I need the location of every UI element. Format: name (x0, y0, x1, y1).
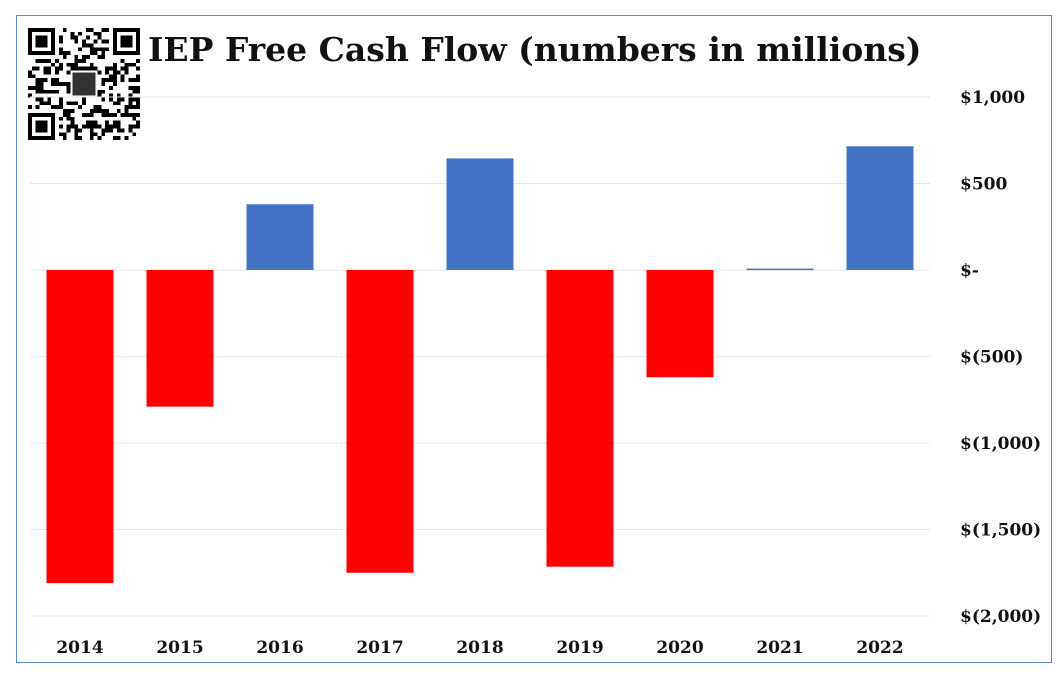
y-tick-label: $(1,000) (960, 434, 1041, 454)
y-tick-label: $(500) (960, 348, 1023, 368)
x-tick-label: 2020 (656, 638, 703, 658)
bar-2022 (846, 146, 914, 270)
x-tick-label: 2014 (56, 638, 103, 658)
y-tick-label: $(1,500) (960, 521, 1041, 541)
bar-2020 (646, 270, 714, 378)
x-tick-label: 2016 (256, 638, 303, 658)
bar-2015 (146, 270, 214, 407)
bar-2014 (46, 270, 114, 584)
bar-2021 (746, 268, 814, 271)
qr-code-icon (28, 28, 140, 140)
bar-2017 (346, 270, 414, 573)
bar-2019 (546, 270, 614, 567)
y-tick-label: $500 (960, 175, 1007, 195)
y-tick-label: $- (960, 261, 979, 281)
x-tick-label: 2022 (856, 638, 903, 658)
x-tick-label: 2018 (456, 638, 503, 658)
bar-2016 (246, 204, 314, 270)
x-tick-label: 2017 (356, 638, 403, 658)
chart-title: IEP Free Cash Flow (numbers in millions) (148, 30, 922, 69)
y-tick-label: $1,000 (960, 88, 1025, 108)
bar-2018 (446, 158, 514, 270)
x-tick-label: 2021 (756, 638, 803, 658)
x-tick-label: 2015 (156, 638, 203, 658)
y-tick-label: $(2,000) (960, 607, 1041, 627)
x-tick-label: 2019 (556, 638, 603, 658)
